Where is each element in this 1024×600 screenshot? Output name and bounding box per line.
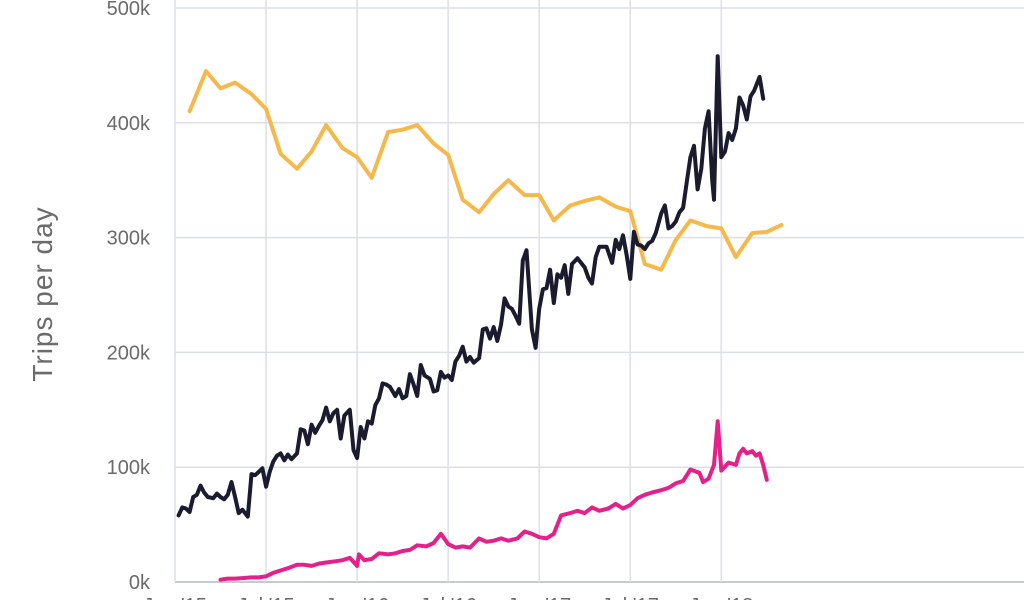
x-tick-label: Jul '15 xyxy=(237,595,294,600)
y-tick-label: 300k xyxy=(107,228,151,250)
series-lines xyxy=(176,54,784,582)
x-tick-label: Jul '16 xyxy=(420,595,477,600)
y-tick-label: 0k xyxy=(129,572,151,594)
series-line-3 xyxy=(218,419,769,582)
x-tick-label: Jan '15 xyxy=(143,595,207,600)
series-line-1 xyxy=(187,69,784,272)
x-tick-label: Jul '17 xyxy=(602,595,659,600)
x-tick-label: Jan '16 xyxy=(325,595,389,600)
y-tick-label: 400k xyxy=(107,113,151,135)
x-tick-label: Jan '17 xyxy=(507,595,571,600)
grid-lines xyxy=(174,0,1024,583)
y-tick-label: 200k xyxy=(107,342,151,364)
y-axis-title: Trips per day xyxy=(27,206,58,381)
x-axis-ticks: Jan '15 Jul '15 Jan '16 Jul '16 Jan '17 Jul '… xyxy=(143,595,753,600)
series-line-2 xyxy=(176,54,766,519)
x-tick-label: Jan '18 xyxy=(689,595,753,600)
y-tick-label: 500k xyxy=(107,0,151,20)
y-axis-ticks: 0k 100k 200k 300k 400k 500k xyxy=(107,0,151,594)
y-tick-label: 100k xyxy=(107,457,151,479)
